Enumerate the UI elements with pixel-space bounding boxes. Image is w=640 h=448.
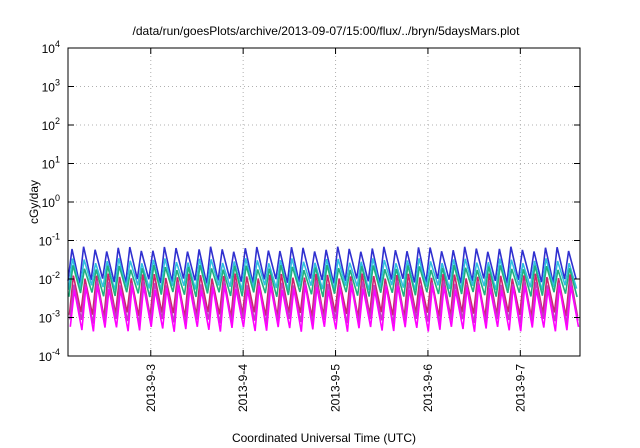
x-axis: 2013-9-3 2013-9-4 2013-9-5 2013-9-6 2013-9-7 <box>144 48 527 412</box>
chart-title: /data/run/goesPlots/archive/2013-09-07/1… <box>133 24 521 38</box>
y-tick-label: 102 <box>42 116 60 133</box>
series-line <box>68 264 578 298</box>
x-tick-label: 2013-9-5 <box>329 364 343 412</box>
y-axis-label: cGy/day <box>27 180 41 224</box>
y-tick-label: 101 <box>42 155 60 172</box>
x-tick-label: 2013-9-6 <box>421 364 435 412</box>
y-tick-label: 10-3 <box>39 309 60 326</box>
y-tick-label: 104 <box>42 39 60 56</box>
y-tick-label: 100 <box>42 193 60 210</box>
y-axis: 10-4 10-3 10-2 10-1 100 101 102 103 104 <box>39 39 580 364</box>
x-tick-label: 2013-9-4 <box>236 364 250 412</box>
y-tick-label: 10-2 <box>39 270 60 287</box>
y-tick-label: 10-4 <box>39 347 60 364</box>
series-line <box>67 258 578 291</box>
x-axis-label: Coordinated Universal Time (UTC) <box>232 431 416 445</box>
x-tick-label: 2013-9-3 <box>144 364 158 412</box>
series-line <box>67 246 577 284</box>
series-layer <box>67 246 580 332</box>
x-tick-label: 2013-9-7 <box>513 364 527 412</box>
series-line <box>69 285 580 332</box>
y-tick-label: 103 <box>42 78 60 95</box>
y-tick-label: 10-1 <box>39 232 60 249</box>
